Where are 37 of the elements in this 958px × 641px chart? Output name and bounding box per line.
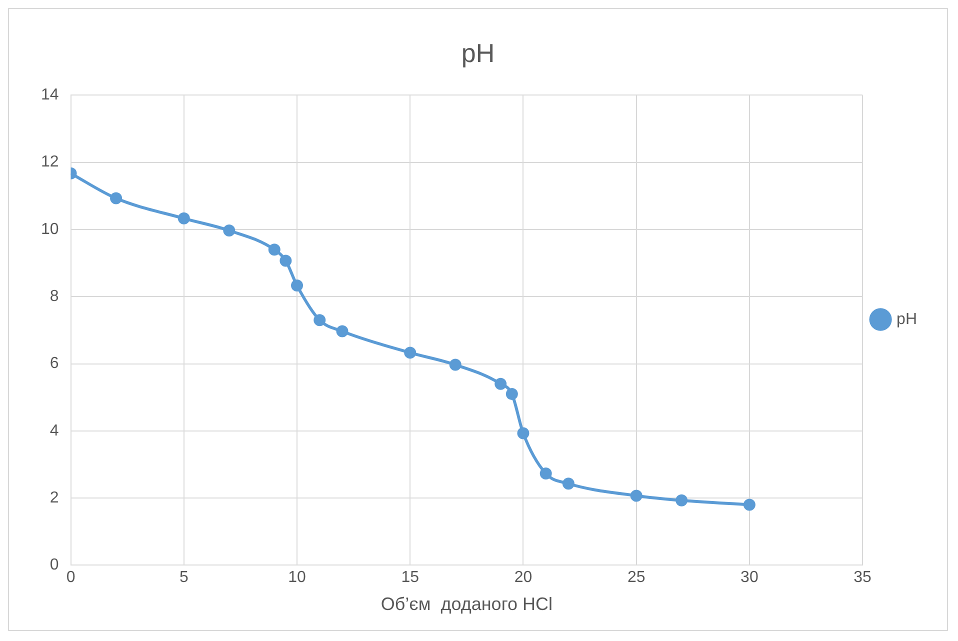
point xyxy=(630,490,642,502)
point xyxy=(517,427,530,440)
chart-title: pH xyxy=(461,38,495,68)
point xyxy=(743,498,756,511)
x-tick-label: 35 xyxy=(854,569,872,586)
point xyxy=(268,244,280,256)
x-tick-label: 20 xyxy=(514,569,532,586)
point xyxy=(449,358,462,371)
point xyxy=(506,388,518,400)
x-axis-title: Об’єм доданого HCl xyxy=(380,594,552,614)
y-tick-label: 8 xyxy=(50,288,59,306)
x-tick-label: 5 xyxy=(179,569,188,586)
y-tick-label: 6 xyxy=(50,355,59,372)
point xyxy=(223,224,236,236)
point xyxy=(291,280,304,292)
x-tick-label: 10 xyxy=(288,569,306,586)
x-tick-label: 25 xyxy=(627,569,646,586)
point xyxy=(336,325,348,338)
point xyxy=(178,212,190,224)
legend-label: pH xyxy=(896,310,917,328)
y-tick-label: 0 xyxy=(50,556,59,574)
x-tick-label: 0 xyxy=(66,569,76,586)
point xyxy=(494,378,507,390)
point xyxy=(540,468,552,480)
point xyxy=(562,478,574,490)
x-tick-label: 15 xyxy=(401,569,420,586)
y-tick-label: 14 xyxy=(41,86,59,104)
point xyxy=(314,314,326,326)
y-tick-label: 10 xyxy=(41,220,59,238)
point xyxy=(110,192,122,204)
point xyxy=(280,254,292,267)
y-tick-label: 2 xyxy=(50,489,59,506)
y-tick-label: 12 xyxy=(41,154,59,171)
point xyxy=(404,346,416,359)
x-tick-label: 30 xyxy=(740,569,758,586)
point xyxy=(676,494,688,506)
y-tick-label: 4 xyxy=(50,422,59,440)
